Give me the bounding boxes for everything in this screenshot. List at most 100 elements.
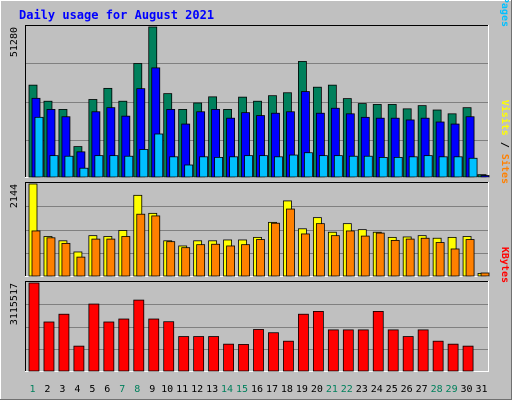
- bar-pages-day-21: [333, 155, 343, 178]
- bar-sites-day-31: [480, 272, 490, 277]
- panel-legend: Hits / Files / Pages: [499, 0, 511, 27]
- chart-title: Daily usage for August 2021: [19, 8, 214, 22]
- bar-sites-day-19: [301, 233, 310, 277]
- bar-pages-day-12: [199, 156, 209, 178]
- bar-kbytes-day-24: [372, 311, 384, 372]
- bar-kbytes-day-21: [327, 329, 339, 372]
- bar-kbytes-day-22: [342, 329, 354, 372]
- bar-kbytes-day-25: [387, 329, 399, 372]
- x-label-day-1: 1: [29, 384, 35, 395]
- bar-pages-day-29: [453, 156, 463, 178]
- bar-kbytes-day-11: [178, 336, 190, 372]
- bar-kbytes-day-1: [28, 282, 40, 372]
- bar-sites-day-21: [330, 235, 340, 277]
- bar-kbytes-day-9: [148, 318, 160, 372]
- x-label-day-7: 7: [119, 384, 125, 395]
- bar-kbytes-day-12: [193, 336, 205, 372]
- x-label-day-26: 26: [401, 384, 413, 395]
- legend-entry: Visits: [499, 100, 511, 136]
- x-label-day-15: 15: [236, 384, 248, 395]
- bar-kbytes-day-4: [73, 345, 85, 372]
- bar-sites-day-5: [91, 238, 101, 277]
- bar-sites-day-12: [196, 244, 206, 277]
- x-label-day-8: 8: [134, 384, 140, 395]
- x-axis-labels: 1 2 3 4 5 6 7 8 9 10 11 12 13 14 15 16 17 18 19 20 21 22 23 24 2…: [29, 384, 487, 395]
- bar-sites-day-26: [405, 238, 415, 277]
- panel-max-label: 3115517: [9, 283, 20, 325]
- bar-pages-day-23: [363, 155, 373, 178]
- bar-sites-day-6: [106, 238, 116, 277]
- bar-pages-day-30: [468, 157, 478, 178]
- bar-sites-day-8: [136, 213, 146, 277]
- bar-pages-day-3: [64, 155, 74, 178]
- bar-sites-day-28: [435, 242, 445, 277]
- bar-kbytes-day-10: [163, 321, 175, 372]
- bar-sites-day-30: [465, 239, 475, 277]
- bar-pages-day-8: [139, 149, 149, 178]
- x-label-day-4: 4: [74, 384, 80, 395]
- x-label-day-27: 27: [416, 384, 428, 395]
- bar-sites-day-18: [286, 208, 295, 277]
- x-label-day-10: 10: [161, 384, 173, 395]
- bar-kbytes-day-30: [462, 345, 474, 372]
- bar-pages-day-14: [229, 156, 238, 178]
- bar-kbytes-day-5: [88, 303, 100, 372]
- bar-pages-day-28: [438, 156, 448, 178]
- bar-kbytes-day-13: [208, 336, 220, 372]
- bar-sites-day-23: [360, 235, 370, 277]
- bar-pages-day-20: [318, 155, 328, 178]
- bar-sites-day-3: [61, 242, 71, 277]
- bar-sites-day-29: [450, 248, 460, 277]
- bar-sites-day-13: [211, 243, 221, 277]
- bar-kbytes-day-16: [253, 329, 264, 372]
- legend-entry: Sites: [499, 154, 511, 184]
- bar-pages-day-10: [169, 156, 179, 178]
- bar-kbytes-day-15: [238, 344, 249, 372]
- x-label-day-23: 23: [356, 384, 368, 395]
- bar-sites-day-25: [390, 239, 400, 277]
- panel-legend: Visits / Sites: [499, 100, 511, 184]
- bar-sites-day-4: [76, 256, 86, 277]
- bar-kbytes-day-14: [223, 343, 234, 372]
- x-label-day-22: 22: [341, 384, 353, 395]
- bar-sites-day-7: [121, 236, 131, 277]
- bar-pages-day-19: [304, 152, 313, 178]
- bar-files-day-31: [480, 175, 490, 178]
- legend-entry: KBytes: [499, 247, 510, 283]
- bar-pages-day-17: [274, 156, 283, 178]
- legend-entry: Pages: [499, 0, 510, 27]
- bar-kbytes-day-6: [103, 321, 115, 372]
- bar-sites-day-14: [226, 245, 235, 277]
- bar-kbytes-day-26: [402, 336, 414, 372]
- x-label-day-29: 29: [446, 384, 458, 395]
- bar-kbytes-day-18: [283, 340, 294, 372]
- bar-sites-day-11: [181, 247, 191, 277]
- bar-sites-day-24: [375, 232, 385, 277]
- bar-kbytes-day-20: [312, 311, 324, 372]
- bar-kbytes-day-27: [417, 329, 429, 372]
- x-label-day-14: 14: [221, 384, 233, 395]
- bar-pages-day-13: [214, 157, 224, 178]
- x-label-day-3: 3: [59, 384, 65, 395]
- legend-entry: /: [499, 136, 510, 154]
- bar-kbytes-day-17: [268, 332, 279, 372]
- bar-pages-day-27: [423, 155, 433, 178]
- panel-hits-files-pages: 51280 Hits / Files / Pages: [9, 0, 511, 178]
- bar-kbytes-day-28: [432, 340, 444, 372]
- x-label-day-13: 13: [206, 384, 218, 395]
- x-label-day-24: 24: [371, 384, 383, 395]
- x-label-day-25: 25: [386, 384, 398, 395]
- bar-sites-day-27: [420, 237, 430, 277]
- panel-visits-sites: 2144 Visits / Sites: [9, 100, 511, 277]
- panel-max-label: 2144: [9, 184, 20, 208]
- bar-pages-day-2: [49, 155, 59, 178]
- bar-pages-day-6: [109, 155, 119, 178]
- x-label-day-5: 5: [89, 384, 95, 395]
- x-label-day-30: 30: [461, 384, 473, 395]
- bar-sites-day-2: [46, 237, 56, 277]
- x-label-day-9: 9: [149, 384, 155, 395]
- bar-pages-day-7: [124, 155, 134, 178]
- x-label-day-17: 17: [266, 384, 278, 395]
- bar-sites-day-9: [151, 215, 161, 277]
